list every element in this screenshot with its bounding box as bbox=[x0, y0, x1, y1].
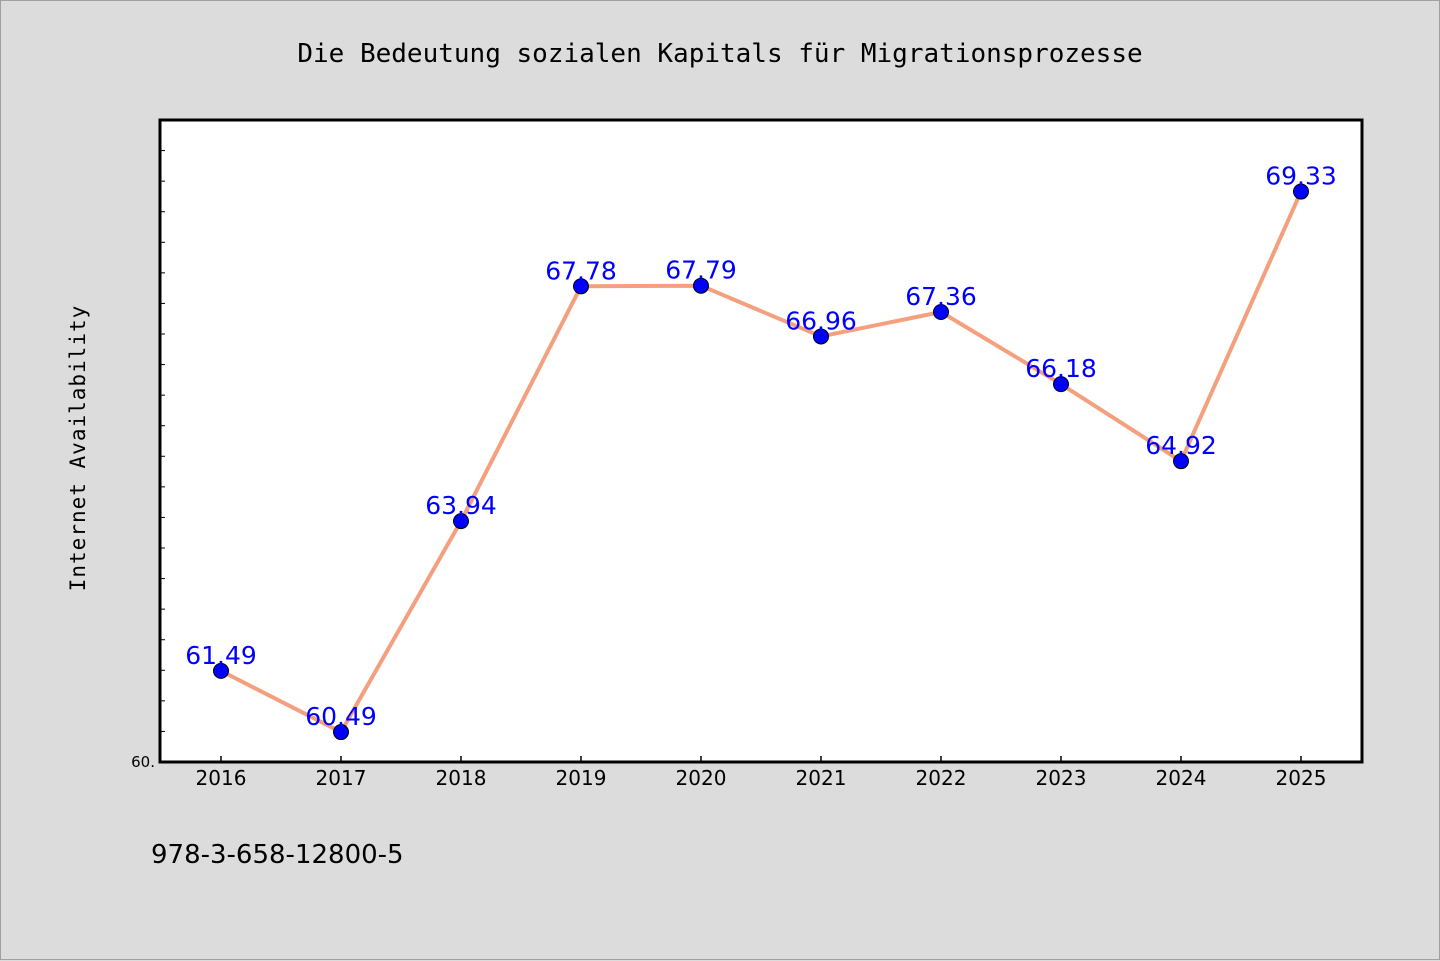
data-point-marker bbox=[693, 277, 709, 294]
data-point-marker bbox=[1173, 453, 1189, 470]
data-label: 67.79 bbox=[665, 256, 737, 285]
data-label: 60.49 bbox=[305, 702, 377, 731]
x-tick-label: 2017 bbox=[316, 766, 367, 790]
plot-area bbox=[158, 118, 1364, 764]
data-label: 64.92 bbox=[1145, 431, 1217, 460]
x-tick-label: 2024 bbox=[1156, 766, 1207, 790]
x-tick-label: 2022 bbox=[916, 766, 967, 790]
data-labels-group: 61.49 60.49 63.94 67.78 67.79 66.96 67.36 66.18… bbox=[185, 162, 1337, 732]
series-line bbox=[220, 190, 1303, 735]
data-label: 67.78 bbox=[545, 256, 617, 285]
data-point-marker bbox=[333, 724, 349, 741]
data-point-marker bbox=[213, 662, 229, 679]
chart-title: Die Bedeutung sozialen Kapitals für Migr… bbox=[297, 39, 1142, 69]
x-tick-label: 2020 bbox=[676, 766, 727, 790]
data-point-marker bbox=[453, 513, 469, 530]
data-label: 67.36 bbox=[905, 282, 977, 311]
x-tick-label: 2025 bbox=[1276, 766, 1327, 790]
data-label: 63.94 bbox=[425, 491, 497, 520]
x-tick-label: 2019 bbox=[556, 766, 607, 790]
data-point-marker bbox=[933, 303, 949, 320]
y-axis-label: Internet Availability bbox=[66, 305, 90, 592]
data-point-marker bbox=[813, 328, 829, 345]
data-point-marker bbox=[1293, 183, 1309, 200]
x-tick-label: 2016 bbox=[196, 766, 247, 790]
data-label: 61.49 bbox=[185, 641, 257, 670]
data-label: 69.33 bbox=[1265, 162, 1337, 191]
series-line-group bbox=[220, 190, 1303, 735]
x-axis-ticks: 2016 2017 2018 2019 2020 2021 2022 2023 2024 2025 bbox=[196, 756, 1327, 790]
x-tick-label: 2021 bbox=[796, 766, 847, 790]
y-axis-ticks bbox=[160, 119, 165, 763]
data-point-marker bbox=[573, 278, 589, 295]
x-tick-label: 2023 bbox=[1036, 766, 1087, 790]
markers-group bbox=[213, 183, 1309, 741]
data-label: 66.18 bbox=[1025, 354, 1097, 383]
y-tick-label: 60. bbox=[131, 753, 155, 771]
data-label: 66.96 bbox=[785, 306, 857, 335]
isbn-footer: 978-3-658-12800-5 bbox=[151, 840, 404, 870]
x-tick-label: 2018 bbox=[436, 766, 487, 790]
data-point-marker bbox=[1053, 376, 1069, 393]
